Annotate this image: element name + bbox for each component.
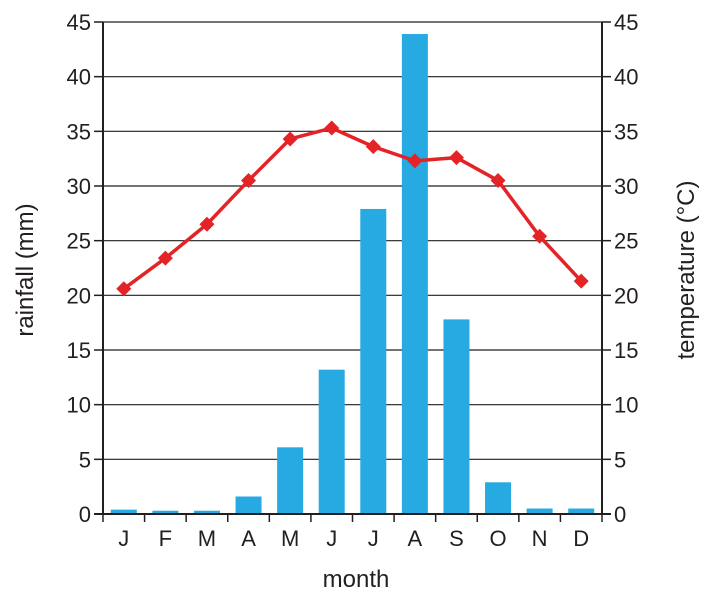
left-tick-label: 35 [67, 119, 91, 144]
right-tick-label: 25 [614, 229, 638, 254]
rainfall-bar [568, 508, 595, 514]
left-tick-label: 40 [67, 65, 91, 90]
rainfall-bar [277, 447, 304, 514]
right-tick-label: 35 [614, 119, 638, 144]
month-label: A [408, 526, 423, 551]
left-tick-label: 45 [67, 10, 91, 35]
rainfall-bar [110, 509, 137, 514]
month-label: J [118, 526, 129, 551]
temperature-line [116, 120, 589, 297]
month-label: D [573, 526, 589, 551]
month-label: O [489, 526, 506, 551]
left-tick-label: 0 [79, 502, 91, 527]
left-tick-label: 20 [67, 283, 91, 308]
right-axis-ticks: 0 5 10 15 20 25 30 35 40 45 [602, 10, 638, 527]
temperature-point [490, 173, 506, 189]
x-axis-title: month [323, 566, 390, 593]
right-tick-label: 40 [614, 65, 638, 90]
rainfall-bars [110, 34, 595, 514]
rainfall-bar [401, 34, 428, 514]
rainfall-bar [235, 496, 262, 514]
temperature-point [407, 153, 423, 169]
left-tick-label: 10 [67, 393, 91, 418]
month-label: J [326, 526, 337, 551]
right-tick-label: 15 [614, 338, 638, 363]
temperature-point [532, 228, 548, 244]
left-tick-label: 30 [67, 174, 91, 199]
rainfall-bar [526, 508, 553, 514]
left-tick-label: 25 [67, 229, 91, 254]
right-tick-label: 20 [614, 283, 638, 308]
month-label: J [368, 526, 379, 551]
right-tick-label: 10 [614, 393, 638, 418]
right-tick-label: 0 [614, 502, 626, 527]
temperature-point [157, 250, 173, 266]
temperature-point [282, 131, 298, 147]
month-label: A [241, 526, 256, 551]
right-tick-label: 45 [614, 10, 638, 35]
left-axis-ticks: 0 5 10 15 20 25 30 35 40 45 [67, 10, 103, 527]
temperature-point [199, 216, 215, 232]
left-axis-title: rainfall (mm) [12, 203, 39, 336]
rainfall-bar [318, 369, 345, 514]
gridlines [103, 21, 602, 460]
temperature-point [573, 273, 589, 289]
rainfall-bar [193, 510, 220, 514]
month-label: M [198, 526, 216, 551]
right-tick-label: 5 [614, 447, 626, 472]
left-tick-label: 15 [67, 338, 91, 363]
temperature-point [365, 139, 381, 155]
temperature-point [448, 150, 464, 166]
rainfall-bar [485, 482, 512, 514]
month-label: N [532, 526, 548, 551]
temperature-point [324, 120, 340, 136]
rainfall-bar [152, 510, 179, 514]
temperature-line-path [122, 126, 583, 291]
month-label: S [449, 526, 464, 551]
right-axis-title: temperature (°C) [673, 181, 700, 360]
axes [94, 22, 611, 515]
temperature-point [241, 173, 257, 189]
month-label: F [159, 526, 172, 551]
rainfall-bar [443, 319, 470, 514]
month-label: M [281, 526, 299, 551]
right-tick-label: 30 [614, 174, 638, 199]
left-tick-label: 5 [79, 447, 91, 472]
rainfall-bar [360, 208, 387, 514]
temperature-point [116, 281, 132, 297]
